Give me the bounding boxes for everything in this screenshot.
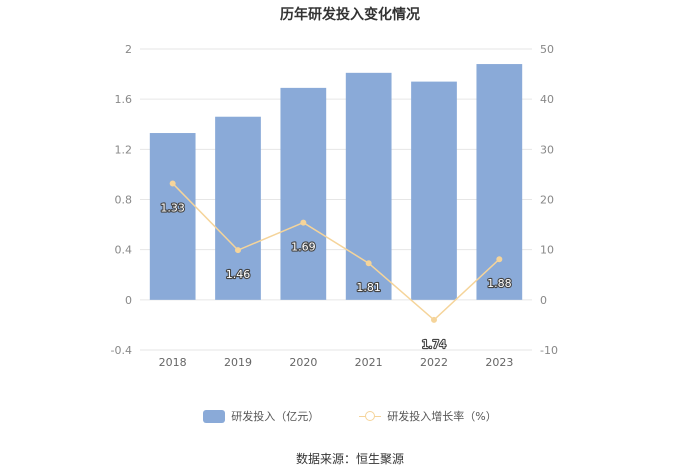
bar-2020 <box>280 87 327 300</box>
legend-item-bar[interactable]: 研发投入（亿元） <box>203 408 319 424</box>
legend-line-label: 研发投入增长率（%） <box>387 410 497 423</box>
y-right-tick-label: 0 <box>540 294 547 307</box>
legend-line-swatch <box>359 410 382 423</box>
y-right-tick-label: 20 <box>540 194 554 207</box>
y-left-tick-label: 0.4 <box>115 244 133 257</box>
bar-value-label-2021: 1.81 <box>356 281 381 294</box>
bar-2023 <box>476 64 523 300</box>
y-right-tick-label: 40 <box>540 93 554 106</box>
y-left-tick-label: 1.6 <box>115 93 133 106</box>
legend-bar-label: 研发投入（亿元） <box>231 410 320 423</box>
growth-point-2018 <box>169 180 176 187</box>
chart-plot: 1.33 1.46 1.69 1.81 1.74 1.88 -0.4 0 0.4 0.8 1.2 1… <box>111 43 558 369</box>
grid-layer <box>140 48 532 351</box>
x-tick-label: 2018 <box>159 356 187 369</box>
y-left-tick-label: 0 <box>125 294 132 307</box>
bar-2018 <box>149 133 196 300</box>
bar-value-label-2020: 1.69 <box>291 241 316 254</box>
x-tick-label: 2021 <box>355 356 383 369</box>
growth-point-2021 <box>365 260 372 267</box>
legend-bar-swatch <box>203 409 226 423</box>
bar-value-label-2023: 1.88 <box>487 277 512 290</box>
bar-value-label-2018: 1.33 <box>160 201 185 214</box>
x-tick-label: 2022 <box>420 356 448 369</box>
bar-2022 <box>411 81 457 300</box>
bars-layer <box>149 64 523 300</box>
data-source: 数据来源：恒生聚源 <box>295 452 404 466</box>
growth-point-2023 <box>496 256 503 263</box>
x-tick-label: 2023 <box>485 356 513 369</box>
line-layer <box>169 180 503 323</box>
growth-point-2019 <box>235 247 241 254</box>
growth-line <box>172 182 500 321</box>
y-left-tick-label: 2 <box>125 43 132 56</box>
y-right-tick-label: 10 <box>540 244 554 257</box>
y-right-tick-label: 30 <box>540 143 554 156</box>
axis-layer: -0.4 0 0.4 0.8 1.2 1.6 2 -10 0 10 20 30 40 50 2018 2019… <box>111 43 558 369</box>
y-right-tick-label: -10 <box>540 344 558 357</box>
x-tick-label: 2020 <box>289 356 317 369</box>
y-right-tick-label: 50 <box>540 43 554 56</box>
x-tick-label: 2019 <box>224 356 252 369</box>
chart-title: 历年研发投入变化情况 <box>280 7 420 23</box>
y-left-tick-label: -0.4 <box>111 344 132 357</box>
legend-item-line[interactable]: 研发投入增长率（%） <box>359 408 497 424</box>
legend: 研发投入（亿元） 研发投入增长率（%） <box>0 408 700 424</box>
labels-layer: 1.33 1.46 1.69 1.81 1.74 1.88 <box>159 200 512 352</box>
y-left-tick-label: 1.2 <box>115 143 133 156</box>
growth-point-2020 <box>300 219 307 226</box>
bar-value-label-2022: 1.74 <box>422 338 447 351</box>
y-left-tick-label: 0.8 <box>115 194 133 207</box>
bar-value-label-2019: 1.46 <box>226 268 251 281</box>
growth-point-2022 <box>431 316 437 323</box>
bar-2019 <box>215 116 261 300</box>
